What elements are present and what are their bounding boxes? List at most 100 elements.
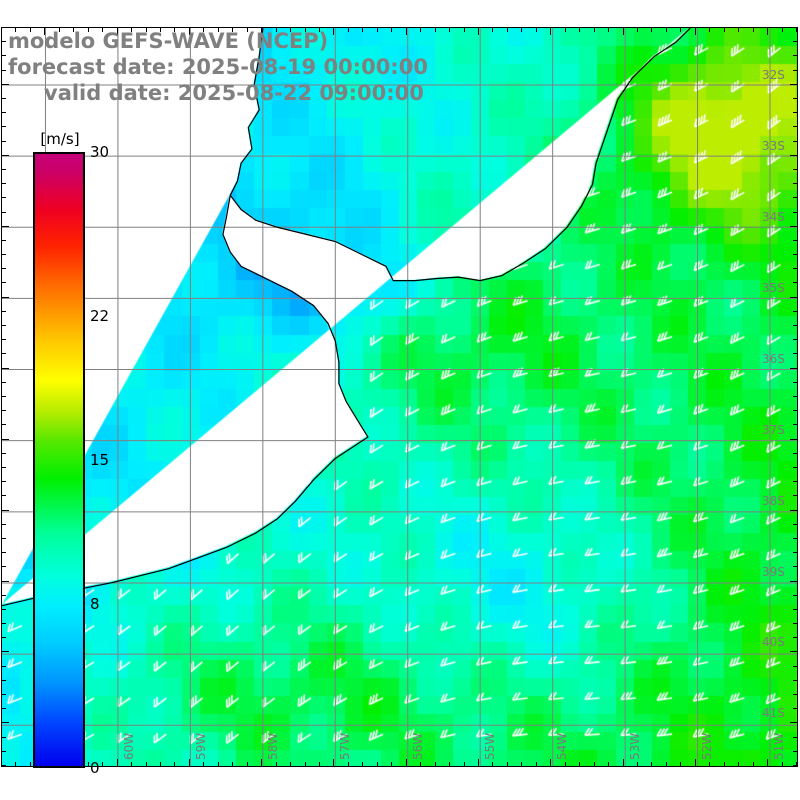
axis-tick <box>29 762 31 767</box>
axis-tick <box>1 126 6 128</box>
axis-tick <box>521 27 523 32</box>
axis-tick <box>793 679 798 681</box>
axis-tick-major <box>767 759 769 767</box>
coastline-and-grid-overlay <box>2 28 797 766</box>
latitude-label: 32S <box>762 67 785 82</box>
axis-tick <box>203 762 205 767</box>
axis-tick <box>174 762 176 767</box>
axis-tick <box>793 27 798 28</box>
axis-tick <box>793 452 798 454</box>
axis-tick <box>793 381 798 383</box>
axis-tick <box>1 552 6 554</box>
colorbar <box>33 152 85 768</box>
axis-tick <box>793 637 798 639</box>
axis-tick <box>793 310 798 312</box>
axis-tick <box>793 239 798 241</box>
axis-tick-major <box>261 27 263 35</box>
axis-tick <box>781 27 783 32</box>
latitude-label: 35S <box>762 280 785 295</box>
axis-ticks-bottom <box>1 759 798 767</box>
colorbar-gradient <box>33 152 85 768</box>
axis-tick <box>535 762 537 767</box>
axis-tick <box>665 762 667 767</box>
latitude-label: 36S <box>762 351 785 366</box>
axis-tick-major <box>478 759 479 767</box>
axis-tick <box>362 762 364 767</box>
axis-tick <box>793 694 798 696</box>
axis-tick <box>290 762 292 767</box>
latitude-label: 38S <box>762 493 785 508</box>
axis-tick <box>145 762 147 767</box>
axis-tick <box>793 750 798 752</box>
longitude-label: 54W <box>555 732 570 760</box>
axis-tick <box>304 762 306 767</box>
axis-tick <box>793 197 798 199</box>
axis-tick <box>793 665 798 667</box>
axis-tick <box>793 410 798 412</box>
axis-tick <box>1 495 6 497</box>
axis-tick-major <box>116 759 118 767</box>
axis-tick <box>1 197 6 199</box>
axis-tick-major <box>1 438 9 440</box>
axis-tick <box>793 594 798 596</box>
axis-tick <box>275 27 277 32</box>
axis-tick <box>608 27 610 32</box>
axis-tick-major <box>550 759 552 767</box>
axis-tick <box>434 27 436 32</box>
axis-tick <box>232 762 234 767</box>
latitude-label: 33S <box>762 138 785 153</box>
axis-tick <box>723 762 725 767</box>
axis-tick <box>1 268 6 270</box>
axis-tick <box>579 27 581 32</box>
axis-tick-major <box>790 438 798 440</box>
axis-tick <box>593 762 595 767</box>
axis-tick <box>1 41 6 43</box>
axis-tick <box>203 27 205 32</box>
axis-tick-major <box>694 759 696 767</box>
axis-tick <box>376 27 378 32</box>
axis-tick <box>793 268 798 270</box>
axis-tick <box>723 27 725 32</box>
map-plot-area[interactable] <box>1 27 798 767</box>
colorbar-tick: 15 <box>90 451 110 469</box>
axis-tick <box>1 481 6 483</box>
axis-tick <box>463 762 465 767</box>
axis-tick-major <box>767 27 769 35</box>
axis-tick <box>131 27 133 32</box>
axis-tick <box>1 566 6 568</box>
longitude-label: 57W <box>338 732 353 760</box>
axis-tick <box>1 750 6 752</box>
axis-tick <box>651 27 653 32</box>
axis-tick <box>793 537 798 539</box>
axis-tick <box>564 762 566 767</box>
axis-tick-major <box>790 225 798 227</box>
axis-tick-major <box>622 759 624 767</box>
axis-tick <box>1 112 6 114</box>
colorbar-tick: 8 <box>90 594 100 613</box>
axis-tick <box>1 694 6 696</box>
axis-tick <box>1 254 6 256</box>
axis-tick-major <box>1 225 9 227</box>
wind-field-heatmap-canvas <box>2 28 797 766</box>
axis-tick <box>87 27 89 32</box>
axis-tick <box>793 353 798 355</box>
latitude-label: 37S <box>762 422 785 437</box>
axis-tick <box>1 339 6 341</box>
axis-tick <box>738 27 740 32</box>
axis-tick <box>535 27 537 32</box>
axis-tick <box>1 325 6 327</box>
axis-tick <box>246 27 248 32</box>
axis-tick <box>637 27 638 32</box>
axis-tick-major <box>790 580 798 582</box>
longitude-label: 51W <box>772 732 787 760</box>
axis-tick <box>1 183 6 185</box>
axis-tick <box>319 27 320 32</box>
axis-tick <box>434 762 436 767</box>
axis-tick <box>521 762 523 767</box>
axis-tick <box>1 353 6 355</box>
axis-tick <box>680 762 682 767</box>
axis-tick <box>796 762 797 767</box>
axis-tick <box>793 736 798 738</box>
axis-tick <box>752 762 754 767</box>
axis-tick-major <box>790 651 798 653</box>
